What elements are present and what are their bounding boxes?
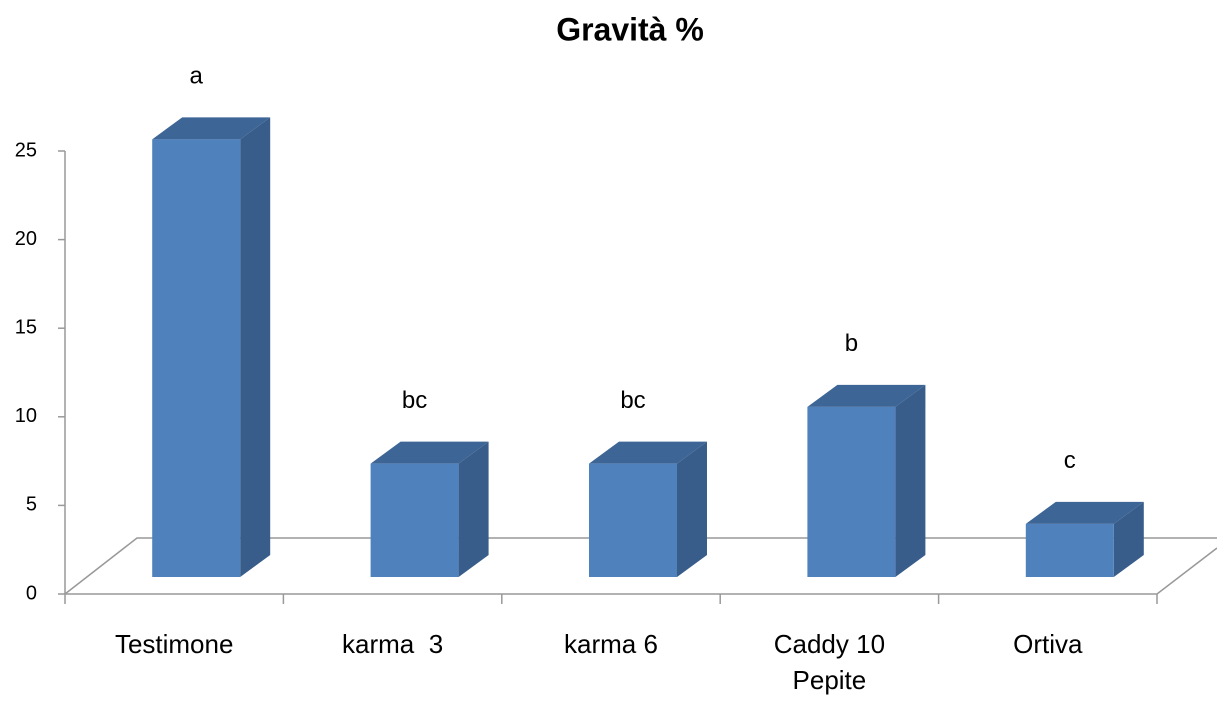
bar-side bbox=[458, 441, 489, 577]
x-tick-label: Caddy 10 Pepite bbox=[773, 629, 893, 695]
bar bbox=[807, 384, 926, 577]
bar bbox=[1025, 501, 1144, 577]
bar-annotation: bc bbox=[402, 387, 427, 414]
x-tick-label: Testimone bbox=[114, 629, 234, 659]
bar bbox=[152, 117, 271, 578]
bar-side bbox=[1113, 501, 1144, 577]
bar-annotation: bc bbox=[620, 387, 645, 414]
bar-top bbox=[152, 117, 271, 140]
bar-front bbox=[370, 463, 459, 577]
chart-title: Gravità % bbox=[556, 11, 704, 47]
x-tick-label: Ortiva bbox=[1013, 629, 1083, 659]
bar-side bbox=[240, 117, 271, 577]
y-tick-label: 25 bbox=[15, 139, 37, 161]
bar-annotation: c bbox=[1064, 447, 1076, 474]
y-tick-label: 20 bbox=[15, 228, 37, 250]
bar-side bbox=[895, 384, 926, 577]
bar bbox=[370, 441, 489, 577]
bar-annotation: b bbox=[845, 330, 858, 357]
x-tick-label: karma 6 bbox=[564, 629, 658, 659]
bar-front bbox=[589, 463, 677, 577]
y-tick-label: 10 bbox=[15, 405, 37, 427]
bar-front bbox=[152, 139, 241, 578]
bar-top bbox=[370, 441, 489, 464]
bar-annotation: a bbox=[190, 63, 204, 90]
x-tick-label: karma 3 bbox=[342, 629, 444, 659]
bar-top bbox=[589, 441, 707, 464]
y-tick-label: 15 bbox=[15, 316, 37, 338]
y-tick-label: 0 bbox=[26, 582, 37, 604]
bar-front bbox=[807, 406, 896, 577]
bar-side bbox=[677, 441, 707, 577]
y-tick-label: 5 bbox=[26, 494, 37, 516]
bar-front bbox=[1025, 523, 1114, 577]
bar bbox=[589, 441, 707, 577]
bar-top bbox=[1025, 501, 1144, 524]
bar-top bbox=[807, 384, 926, 407]
